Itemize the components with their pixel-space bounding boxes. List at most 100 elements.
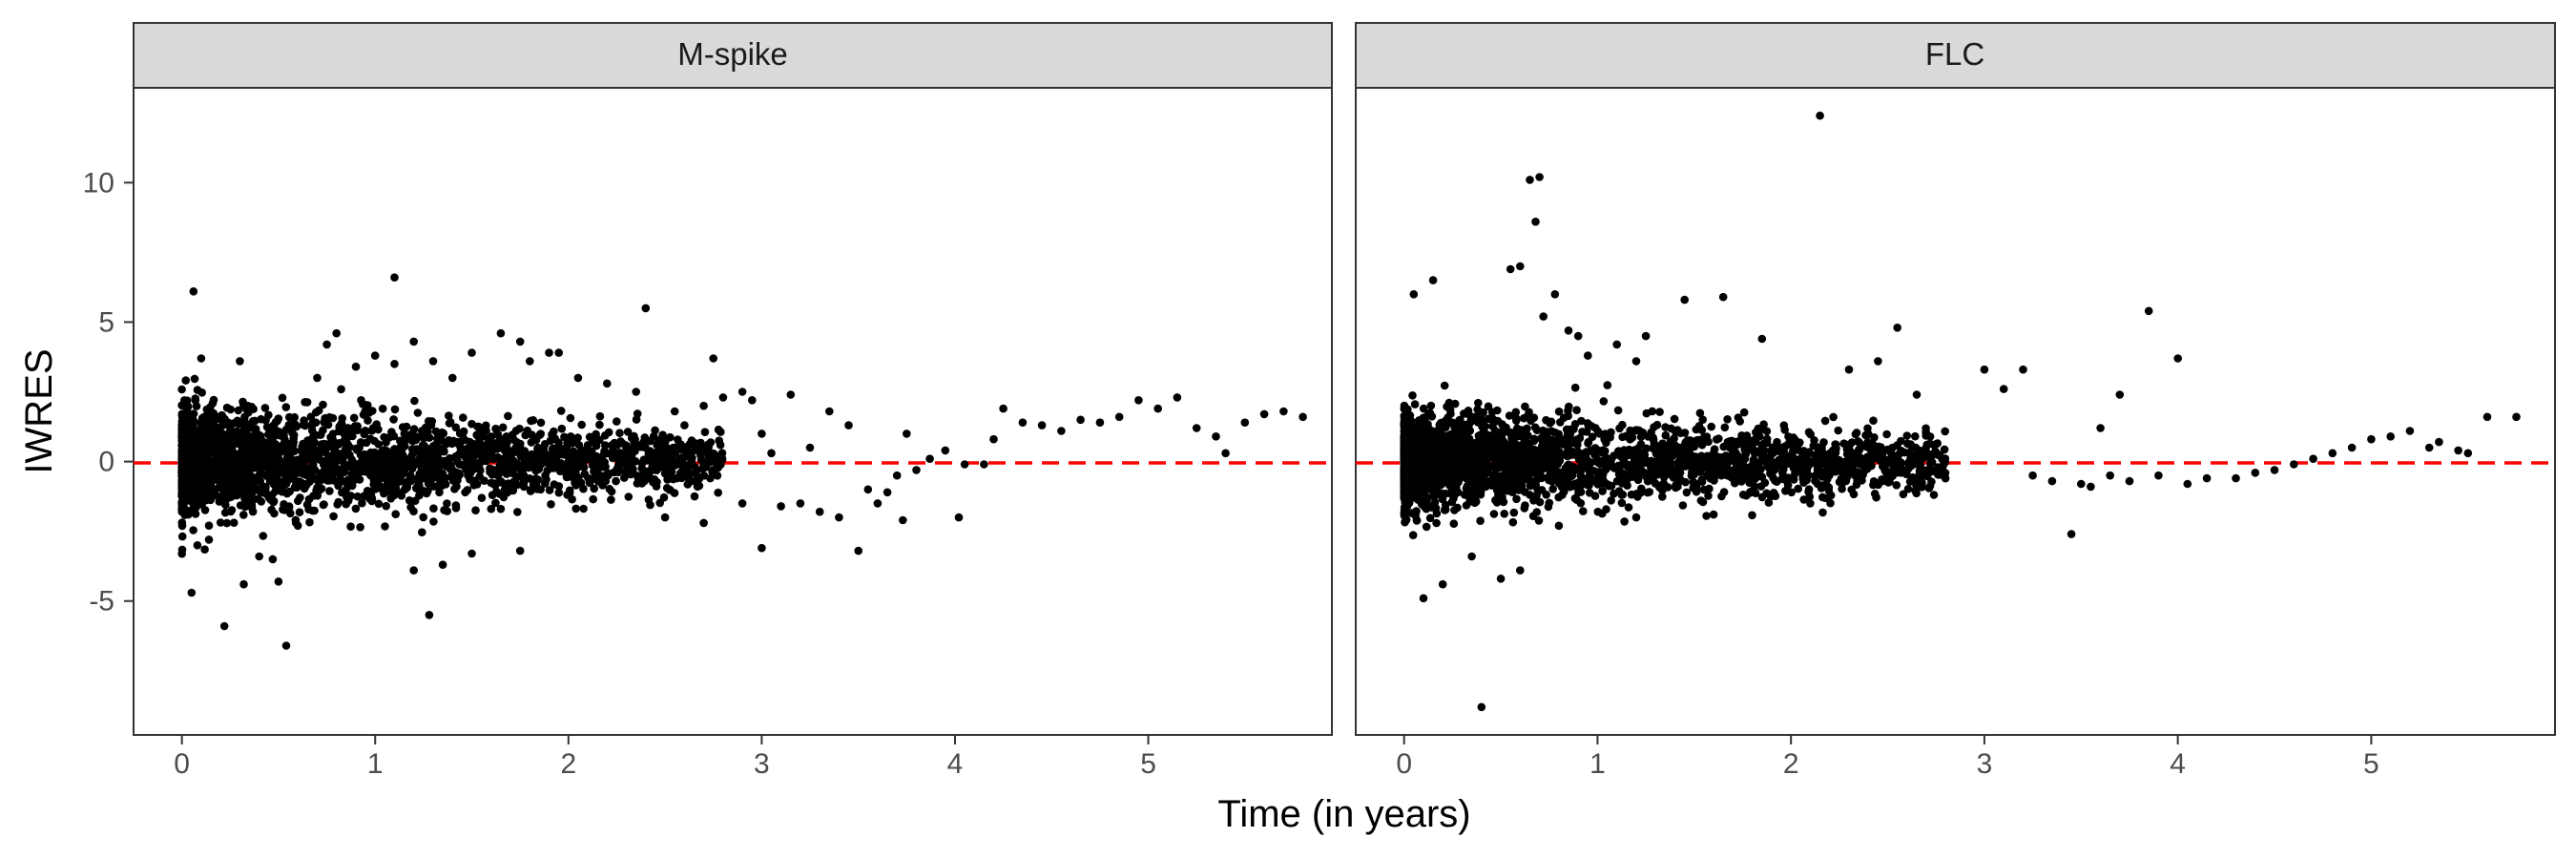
data-point-flc xyxy=(1745,441,1755,450)
data-point-flc xyxy=(1502,463,1511,472)
data-point-flc xyxy=(1445,406,1455,414)
data-point-m-spike xyxy=(243,430,252,440)
data-point-m-spike xyxy=(590,484,598,493)
data-point-flc xyxy=(1902,431,1912,440)
data-point-m-spike xyxy=(366,491,376,499)
data-point-m-spike xyxy=(268,555,278,564)
data-point-m-spike xyxy=(194,452,203,462)
data-point-flc xyxy=(1765,453,1774,463)
data-point-m-spike xyxy=(408,445,417,453)
data-point-m-spike xyxy=(523,426,531,435)
data-point-m-spike xyxy=(690,492,699,501)
data-point-m-spike xyxy=(206,403,215,411)
data-point-m-spike xyxy=(459,413,467,422)
data-point-m-spike xyxy=(495,490,504,498)
data-point-m-spike xyxy=(536,418,546,428)
data-point-m-spike xyxy=(258,446,266,455)
data-point-m-spike xyxy=(980,460,988,469)
data-point-m-spike xyxy=(306,467,316,475)
data-point-m-spike xyxy=(670,407,679,416)
data-point-m-spike xyxy=(516,445,526,454)
data-point-m-spike xyxy=(334,479,343,488)
data-point-m-spike xyxy=(346,522,355,531)
data-point-m-spike xyxy=(540,440,550,449)
data-point-flc xyxy=(1704,471,1713,479)
data-point-flc xyxy=(1811,476,1819,486)
data-point-m-spike xyxy=(301,421,310,430)
data-point-flc xyxy=(1897,469,1906,477)
data-point-m-spike xyxy=(595,420,604,430)
data-point-m-spike xyxy=(272,481,281,491)
data-point-m-spike xyxy=(445,411,453,420)
data-point-m-spike xyxy=(177,385,186,394)
data-point-m-spike xyxy=(182,472,191,482)
data-point-flc xyxy=(1505,411,1514,420)
data-point-m-spike xyxy=(579,463,589,471)
data-point-flc xyxy=(1447,497,1457,507)
data-point-m-spike xyxy=(583,441,592,450)
data-points-flc xyxy=(1400,111,2521,712)
data-point-m-spike xyxy=(445,419,454,428)
data-point-m-spike xyxy=(568,494,576,504)
data-point-m-spike xyxy=(589,494,597,504)
data-point-flc xyxy=(1491,495,1500,505)
data-point-flc xyxy=(1838,484,1846,493)
data-point-m-spike xyxy=(235,436,243,446)
data-point-m-spike xyxy=(502,432,511,441)
data-point-m-spike xyxy=(631,447,639,455)
data-point-m-spike xyxy=(554,348,563,357)
data-point-m-spike xyxy=(545,486,554,494)
data-point-m-spike xyxy=(353,492,363,501)
data-point-m-spike xyxy=(498,423,508,432)
data-point-m-spike xyxy=(440,447,448,456)
data-point-flc xyxy=(1676,475,1685,484)
data-point-m-spike xyxy=(178,436,187,446)
data-point-m-spike xyxy=(180,396,189,405)
data-point-flc xyxy=(1548,485,1557,493)
data-point-flc xyxy=(1851,430,1860,439)
data-point-m-spike xyxy=(418,528,426,536)
data-point-m-spike xyxy=(487,504,496,513)
data-point-m-spike xyxy=(607,495,615,504)
data-point-flc xyxy=(1601,465,1610,474)
data-point-m-spike xyxy=(423,464,432,473)
data-point-m-spike xyxy=(443,499,451,508)
data-point-m-spike xyxy=(259,532,268,540)
data-point-m-spike xyxy=(187,588,197,597)
data-point-flc xyxy=(1631,426,1639,435)
data-point-flc xyxy=(1707,422,1715,431)
data-point-flc xyxy=(1737,431,1746,440)
data-point-m-spike xyxy=(573,473,583,482)
data-point-m-spike xyxy=(208,475,218,485)
data-point-flc xyxy=(1794,484,1802,493)
strip-background-m-spike xyxy=(133,22,1333,89)
data-point-flc xyxy=(1829,412,1838,422)
data-point-m-spike xyxy=(545,348,553,357)
data-point-flc xyxy=(1923,466,1932,475)
data-point-m-spike xyxy=(593,465,602,474)
data-point-flc xyxy=(1572,406,1581,415)
data-point-m-spike xyxy=(453,475,462,485)
data-point-flc xyxy=(1441,477,1449,487)
data-point-m-spike xyxy=(1153,404,1162,413)
data-point-m-spike xyxy=(854,546,862,555)
data-point-m-spike xyxy=(189,287,198,296)
data-point-m-spike xyxy=(274,577,283,586)
data-point-m-spike xyxy=(496,328,506,338)
data-point-m-spike xyxy=(189,526,197,534)
data-point-m-spike xyxy=(648,463,656,471)
data-point-flc xyxy=(1675,469,1685,477)
data-point-m-spike xyxy=(585,432,594,442)
data-point-m-spike xyxy=(713,471,722,480)
data-point-flc xyxy=(1551,467,1560,476)
data-point-flc xyxy=(1773,437,1781,447)
data-point-m-spike xyxy=(227,506,237,514)
data-point-m-spike xyxy=(334,440,343,450)
data-point-flc xyxy=(1693,462,1701,471)
data-point-m-spike xyxy=(641,474,651,483)
data-point-m-spike xyxy=(482,426,490,435)
data-point-flc xyxy=(1678,501,1688,510)
data-point-flc xyxy=(1528,512,1538,520)
data-point-flc xyxy=(1542,491,1550,499)
